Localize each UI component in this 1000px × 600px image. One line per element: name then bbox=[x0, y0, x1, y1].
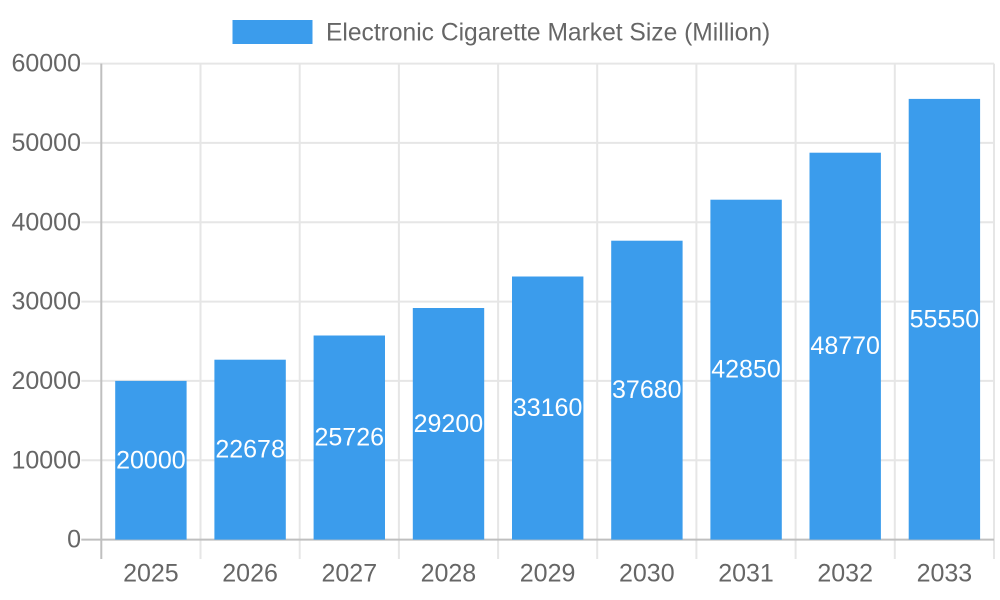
svg-text:10000: 10000 bbox=[11, 446, 81, 474]
svg-text:2031: 2031 bbox=[718, 560, 774, 588]
svg-text:2032: 2032 bbox=[817, 560, 873, 588]
svg-text:2029: 2029 bbox=[520, 560, 576, 588]
svg-text:2027: 2027 bbox=[321, 560, 377, 588]
svg-text:Electronic Cigarette Market Si: Electronic Cigarette Market Size (Millio… bbox=[326, 20, 770, 47]
svg-text:22678: 22678 bbox=[215, 436, 285, 464]
svg-text:30000: 30000 bbox=[11, 288, 81, 316]
svg-text:0: 0 bbox=[67, 526, 81, 554]
svg-text:33160: 33160 bbox=[513, 394, 583, 422]
svg-text:20000: 20000 bbox=[116, 446, 186, 474]
svg-text:2033: 2033 bbox=[917, 560, 973, 588]
svg-text:55550: 55550 bbox=[910, 305, 980, 333]
svg-text:50000: 50000 bbox=[11, 129, 81, 157]
svg-text:48770: 48770 bbox=[810, 332, 880, 360]
svg-text:37680: 37680 bbox=[612, 376, 682, 404]
svg-text:20000: 20000 bbox=[11, 367, 81, 395]
svg-text:42850: 42850 bbox=[711, 356, 781, 384]
svg-text:40000: 40000 bbox=[11, 208, 81, 236]
svg-text:60000: 60000 bbox=[11, 50, 81, 78]
svg-text:2025: 2025 bbox=[123, 560, 179, 588]
svg-text:29200: 29200 bbox=[414, 410, 484, 438]
svg-text:2026: 2026 bbox=[222, 560, 278, 588]
svg-text:25726: 25726 bbox=[315, 424, 385, 452]
svg-text:2028: 2028 bbox=[421, 560, 477, 588]
svg-text:2030: 2030 bbox=[619, 560, 675, 588]
